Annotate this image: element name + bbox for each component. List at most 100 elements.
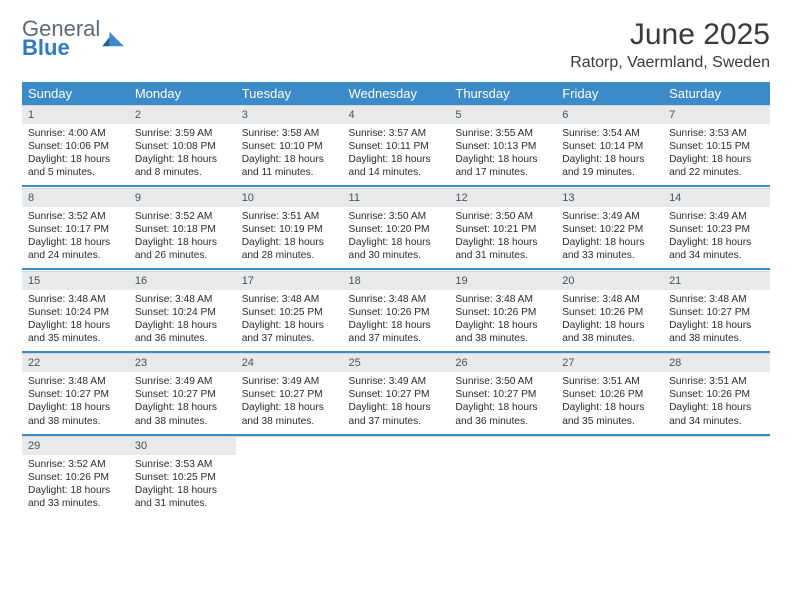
day-number: 26 — [449, 354, 556, 373]
daylight-text-l2: and 37 minutes. — [242, 332, 337, 345]
day-number: 25 — [343, 354, 450, 373]
daylight-text-l2: and 38 minutes. — [669, 332, 764, 345]
day-number: 23 — [129, 354, 236, 373]
daylight-text-l1: Daylight: 18 hours — [28, 484, 123, 497]
separator-line — [236, 185, 343, 187]
day-cell: Sunrise: 3:49 AMSunset: 10:27 PMDaylight… — [129, 372, 236, 433]
separator-line — [556, 185, 663, 187]
weekday-col: Tuesday — [236, 82, 343, 106]
sunset-text: Sunset: 10:13 PM — [455, 140, 550, 153]
day-cell: Sunrise: 3:59 AMSunset: 10:08 PMDaylight… — [129, 124, 236, 185]
sunset-text: Sunset: 10:15 PM — [669, 140, 764, 153]
separator-line — [449, 351, 556, 353]
sunrise-text: Sunrise: 3:50 AM — [349, 210, 444, 223]
sunrise-text: Sunrise: 3:48 AM — [349, 293, 444, 306]
day-number: 21 — [663, 271, 770, 290]
sunset-text: Sunset: 10:22 PM — [562, 223, 657, 236]
day-cell: Sunrise: 3:48 AMSunset: 10:24 PMDaylight… — [129, 290, 236, 351]
calendar-body: 1234567Sunrise: 4:00 AMSunset: 10:06 PMD… — [22, 106, 770, 517]
sunrise-text: Sunrise: 3:58 AM — [242, 127, 337, 140]
sunrise-text: Sunrise: 3:54 AM — [562, 127, 657, 140]
separator-line — [129, 185, 236, 187]
day-cell: Sunrise: 4:00 AMSunset: 10:06 PMDaylight… — [22, 124, 129, 185]
day-cell: Sunrise: 3:50 AMSunset: 10:27 PMDaylight… — [449, 372, 556, 433]
sunset-text: Sunset: 10:26 PM — [562, 306, 657, 319]
separator-line — [663, 351, 770, 353]
separator-line — [449, 185, 556, 187]
daylight-text-l1: Daylight: 18 hours — [349, 153, 444, 166]
daylight-text-l2: and 38 minutes. — [135, 415, 230, 428]
sunset-text: Sunset: 10:25 PM — [242, 306, 337, 319]
sunrise-text: Sunrise: 3:52 AM — [135, 210, 230, 223]
day-number: 1 — [22, 106, 129, 125]
day-info-row: Sunrise: 3:52 AMSunset: 10:26 PMDaylight… — [22, 455, 770, 516]
weekday-col: Wednesday — [343, 82, 450, 106]
day-cell: Sunrise: 3:51 AMSunset: 10:26 PMDaylight… — [556, 372, 663, 433]
daylight-text-l2: and 5 minutes. — [28, 166, 123, 179]
brand-triangle-icon — [102, 30, 124, 48]
day-cell — [236, 455, 343, 516]
separator-line — [343, 351, 450, 353]
daylight-text-l1: Daylight: 18 hours — [562, 319, 657, 332]
daylight-text-l1: Daylight: 18 hours — [669, 153, 764, 166]
sunrise-text: Sunrise: 3:50 AM — [455, 375, 550, 388]
sunset-text: Sunset: 10:06 PM — [28, 140, 123, 153]
day-number: 24 — [236, 354, 343, 373]
daylight-text-l1: Daylight: 18 hours — [669, 401, 764, 414]
weekday-col: Thursday — [449, 82, 556, 106]
daylight-text-l1: Daylight: 18 hours — [135, 236, 230, 249]
sunrise-text: Sunrise: 3:51 AM — [562, 375, 657, 388]
daynum-row: 2930 — [22, 437, 770, 456]
sunrise-text: Sunrise: 3:49 AM — [349, 375, 444, 388]
day-cell: Sunrise: 3:48 AMSunset: 10:27 PMDaylight… — [663, 290, 770, 351]
sunrise-text: Sunrise: 3:48 AM — [562, 293, 657, 306]
daylight-text-l2: and 36 minutes. — [455, 415, 550, 428]
day-number: 13 — [556, 188, 663, 207]
weekday-col: Sunday — [22, 82, 129, 106]
separator-line — [343, 434, 450, 436]
day-number: 7 — [663, 106, 770, 125]
calendar-table: Sunday Monday Tuesday Wednesday Thursday… — [22, 82, 770, 516]
calendar-page: General Blue June 2025 Ratorp, Vaermland… — [0, 0, 792, 612]
sunset-text: Sunset: 10:21 PM — [455, 223, 550, 236]
daylight-text-l2: and 31 minutes. — [135, 497, 230, 510]
separator-line — [129, 351, 236, 353]
day-cell — [663, 455, 770, 516]
sunset-text: Sunset: 10:26 PM — [349, 306, 444, 319]
sunrise-text: Sunrise: 3:52 AM — [28, 210, 123, 223]
day-info-row: Sunrise: 3:48 AMSunset: 10:27 PMDaylight… — [22, 372, 770, 433]
day-cell: Sunrise: 3:49 AMSunset: 10:27 PMDaylight… — [343, 372, 450, 433]
day-number: 18 — [343, 271, 450, 290]
day-number: 6 — [556, 106, 663, 125]
day-cell: Sunrise: 3:52 AMSunset: 10:26 PMDaylight… — [22, 455, 129, 516]
day-number: 28 — [663, 354, 770, 373]
sunrise-text: Sunrise: 3:57 AM — [349, 127, 444, 140]
sunrise-text: Sunrise: 3:48 AM — [669, 293, 764, 306]
daylight-text-l1: Daylight: 18 hours — [562, 401, 657, 414]
daylight-text-l2: and 22 minutes. — [669, 166, 764, 179]
day-cell: Sunrise: 3:49 AMSunset: 10:22 PMDaylight… — [556, 207, 663, 268]
daylight-text-l2: and 11 minutes. — [242, 166, 337, 179]
sunset-text: Sunset: 10:27 PM — [455, 388, 550, 401]
daylight-text-l1: Daylight: 18 hours — [135, 401, 230, 414]
sunset-text: Sunset: 10:26 PM — [669, 388, 764, 401]
day-cell: Sunrise: 3:50 AMSunset: 10:20 PMDaylight… — [343, 207, 450, 268]
daylight-text-l1: Daylight: 18 hours — [28, 319, 123, 332]
sunset-text: Sunset: 10:18 PM — [135, 223, 230, 236]
day-cell: Sunrise: 3:57 AMSunset: 10:11 PMDaylight… — [343, 124, 450, 185]
day-info-row: Sunrise: 4:00 AMSunset: 10:06 PMDaylight… — [22, 124, 770, 185]
daylight-text-l2: and 34 minutes. — [669, 249, 764, 262]
daylight-text-l2: and 35 minutes. — [562, 415, 657, 428]
separator-line — [449, 268, 556, 270]
daylight-text-l1: Daylight: 18 hours — [349, 319, 444, 332]
daylight-text-l1: Daylight: 18 hours — [562, 153, 657, 166]
sunrise-text: Sunrise: 3:49 AM — [669, 210, 764, 223]
daylight-text-l2: and 38 minutes. — [455, 332, 550, 345]
separator-line — [129, 434, 236, 436]
daylight-text-l2: and 28 minutes. — [242, 249, 337, 262]
sunrise-text: Sunrise: 3:48 AM — [455, 293, 550, 306]
day-number: 12 — [449, 188, 556, 207]
sunrise-text: Sunrise: 3:55 AM — [455, 127, 550, 140]
separator-line — [236, 351, 343, 353]
sunset-text: Sunset: 10:19 PM — [242, 223, 337, 236]
